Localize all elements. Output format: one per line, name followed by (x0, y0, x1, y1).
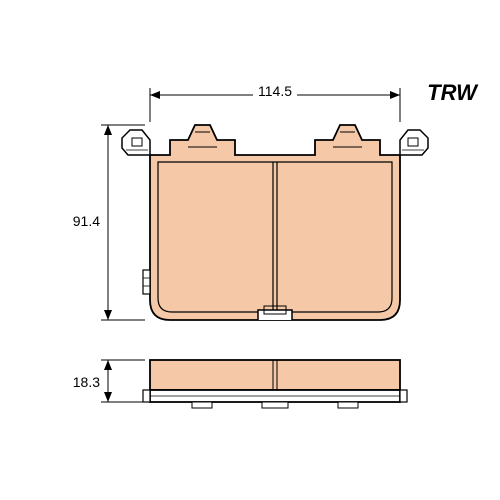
left-side-clip (143, 270, 150, 294)
side-view (143, 360, 407, 408)
width-label: 114.5 (258, 83, 292, 99)
technical-drawing: 114.5 91.4 18.3 TRW (0, 0, 500, 500)
brand-logo: TRW (427, 80, 479, 105)
thickness-label: 18.3 (73, 374, 100, 390)
front-view (122, 125, 428, 320)
right-clip (400, 130, 428, 155)
height-label: 91.4 (73, 213, 100, 229)
dimension-width: 114.5 (150, 82, 400, 122)
pad-body (150, 125, 400, 320)
dimension-thickness: 18.3 (62, 360, 145, 402)
left-clip (122, 130, 150, 155)
bottom-notch (258, 310, 292, 320)
